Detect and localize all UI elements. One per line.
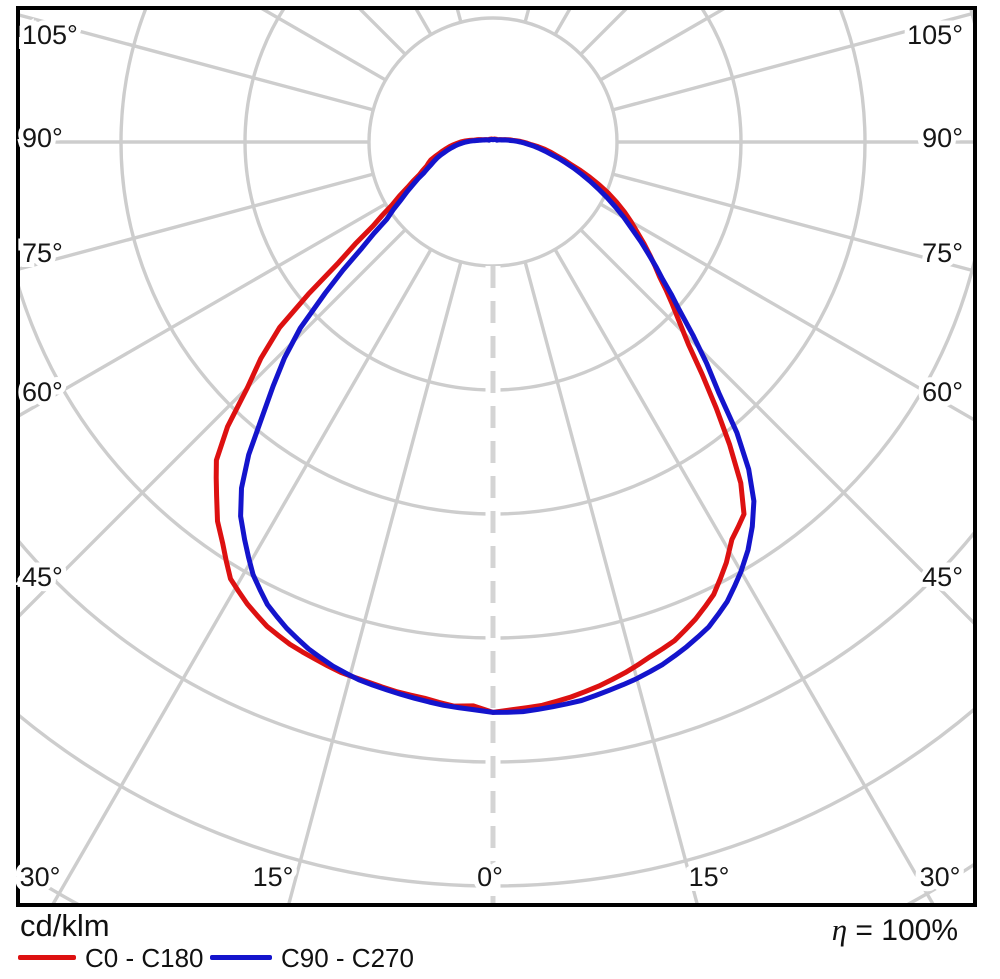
plot-frame (16, 6, 977, 907)
angle-label-left: 105° (22, 20, 78, 50)
angle-label-left: 60° (22, 377, 63, 407)
grid-spoke (523, 8, 531, 23)
grid-spoke (579, 228, 975, 627)
grid-spoke (18, 172, 374, 272)
grid-spoke (18, 228, 407, 620)
intensity-curves (213, 136, 757, 715)
legend-swatch-blue (210, 955, 272, 960)
grid-spoke (455, 8, 463, 23)
angle-label-right: 105° (907, 20, 963, 50)
unit-label: cd/klm (20, 908, 110, 943)
grid-spoke (523, 261, 700, 905)
curve-c0-c180 (213, 136, 747, 715)
grid-spoke (18, 12, 374, 112)
angle-labels: 105° 90° 75° 60° 45° 105° 90° 75° 60° 45° 30° 15° 0°… (15, 15, 968, 897)
efficiency-label: η = 100% (832, 912, 958, 948)
efficiency-value: = 100% (847, 914, 958, 947)
angle-label-bottom: 30° (20, 862, 61, 892)
curve-c90-c270 (238, 137, 757, 715)
angle-label-bottom: 30° (920, 862, 961, 892)
grid-spoke (18, 202, 387, 419)
angle-label-bottom: 0° (477, 862, 503, 892)
angle-label-bottom: 15° (253, 862, 294, 892)
angle-label-left: 90° (22, 123, 63, 153)
grid-spoke (286, 261, 463, 905)
legend-label-c90-c270: C90 - C270 (281, 943, 414, 973)
grid-spoke (50, 248, 433, 905)
legend-label-c0-c180: C0 - C180 (85, 943, 204, 973)
grid-spoke (553, 248, 936, 905)
angle-label-left: 45° (22, 562, 63, 592)
legend-swatch-red (18, 955, 76, 960)
eta-symbol: η (831, 912, 848, 947)
angle-label-right: 45° (922, 562, 963, 592)
angle-label-left: 75° (22, 238, 63, 268)
grid-spoke (612, 11, 975, 112)
angle-label-right: 75° (922, 238, 963, 268)
grid-spoke (612, 172, 975, 273)
angle-label-bottom: 15° (689, 862, 730, 892)
grid-spoke (599, 202, 975, 423)
angle-label-right: 90° (922, 123, 963, 153)
angle-label-right: 60° (922, 377, 963, 407)
